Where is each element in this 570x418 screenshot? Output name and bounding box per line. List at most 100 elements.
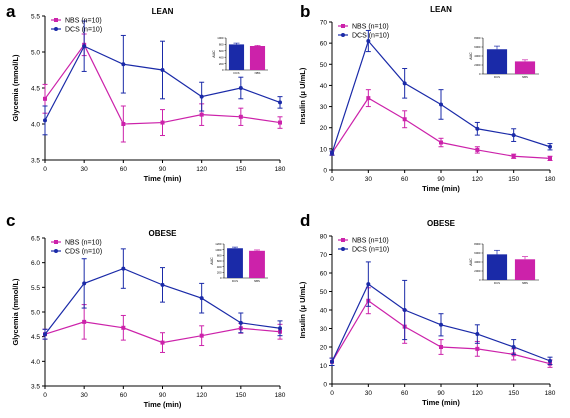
series-dcs <box>329 261 553 366</box>
inset-category-label: DCS <box>494 281 500 285</box>
x-tick-label: 90 <box>437 176 445 183</box>
inset-y-tick-label: 800 <box>217 254 222 258</box>
data-point <box>82 281 87 286</box>
inset-category-label: DCS <box>234 71 240 75</box>
legend-label: DCS (n=10) <box>352 247 389 254</box>
x-tick-label: 60 <box>120 166 128 173</box>
x-tick-label: 30 <box>81 166 89 173</box>
inset-y-tick-label: 2000 <box>474 269 481 273</box>
y-tick-label: 3.5 <box>31 158 40 165</box>
inset-category-label: NBS <box>522 281 528 285</box>
y-tick-label: 30 <box>320 104 328 111</box>
inset-category-label: DCS <box>232 279 238 283</box>
inset-y-label: AUC <box>210 257 214 265</box>
panel-title: LEAN <box>430 5 452 14</box>
inset-bar <box>514 259 536 280</box>
panel-b: b LEAN 0 10 20 30 40 50 60 70 0 30 60 90 120 150 180 Time… <box>298 2 556 193</box>
inset-y-label: AUC <box>469 258 473 266</box>
series-dcs <box>329 29 553 156</box>
data-point <box>43 118 47 123</box>
data-point <box>330 151 334 156</box>
legend-label: NBS (n=10) <box>65 18 102 25</box>
data-point <box>238 114 243 119</box>
data-point <box>366 282 371 287</box>
data-point <box>199 94 204 99</box>
y-tick-label: 80 <box>320 234 328 241</box>
inset-y-label: AUC <box>212 50 216 58</box>
x-tick-label: 90 <box>159 166 167 173</box>
y-tick-label: 5.5 <box>31 285 40 292</box>
x-tick-label: 30 <box>365 176 373 183</box>
legend-marker <box>341 247 345 251</box>
x-tick-label: 0 <box>43 392 47 399</box>
panel-c: c OBESE 3.5 4.0 4.5 5.0 5.5 6.0 6.5 0 30 60 90 120 150… <box>6 211 286 409</box>
inset-y-tick-label: 2000 <box>474 63 481 67</box>
inset-category-label: NBS <box>522 75 528 79</box>
inset-y-tick-label: 0 <box>222 68 224 72</box>
y-tick-label: 0 <box>323 382 327 389</box>
inset-y-tick-label: 200 <box>217 271 222 275</box>
data-point <box>548 358 552 363</box>
x-tick-label: 120 <box>196 392 207 399</box>
y-tick-label: 50 <box>320 289 328 296</box>
data-point <box>160 340 165 345</box>
panel-letter: d <box>300 211 310 230</box>
data-point <box>121 325 126 330</box>
inset-y-tick-label: 8000 <box>474 36 481 40</box>
data-point <box>439 140 443 145</box>
inset-y-tick-label: 6000 <box>474 45 481 49</box>
x-tick-label: 120 <box>196 166 207 173</box>
inset-category-label: NBS <box>254 279 260 283</box>
x-tick-label: 180 <box>275 166 286 173</box>
inset-y-label: AUC <box>469 52 473 60</box>
data-point <box>439 322 443 327</box>
data-point <box>402 117 407 122</box>
data-point <box>43 332 47 337</box>
inset-y-tick-label: 400 <box>217 265 222 269</box>
x-tick-label: 30 <box>81 392 89 399</box>
data-point <box>199 296 204 301</box>
inset-y-tick-label: 600 <box>219 49 224 53</box>
data-point <box>511 154 516 159</box>
y-tick-label: 5.5 <box>31 14 40 21</box>
data-point <box>82 319 87 324</box>
y-axis-label: Insulin (μ U/mL) <box>298 67 307 124</box>
x-tick-label: 30 <box>365 390 373 397</box>
panel-title: OBESE <box>148 229 177 238</box>
data-point <box>366 96 371 101</box>
data-point <box>121 266 126 271</box>
data-point <box>121 62 126 67</box>
y-tick-label: 60 <box>320 271 328 278</box>
series-nbs <box>42 304 283 353</box>
data-point <box>402 308 407 312</box>
data-point <box>475 147 480 152</box>
y-tick-label: 6.0 <box>31 260 40 267</box>
x-tick-label: 180 <box>545 176 556 183</box>
legend-label: NBS (n=10) <box>352 24 389 31</box>
inset-bar <box>228 44 245 70</box>
panel-d: d OBESE 0 10 20 30 40 50 60 70 80 0 30 60 90 120 150 180 T… <box>298 211 556 407</box>
data-point <box>511 133 516 138</box>
inset-bar <box>514 61 536 74</box>
data-point <box>199 112 204 117</box>
data-point <box>121 122 126 126</box>
data-point <box>278 326 282 331</box>
y-tick-label: 4.0 <box>31 122 40 129</box>
inset-y-tick-label: 800 <box>219 43 224 47</box>
data-point <box>475 126 480 131</box>
data-point <box>439 345 443 349</box>
inset-y-tick-label: 1000 <box>215 248 222 252</box>
y-tick-label: 60 <box>320 41 328 48</box>
y-tick-label: 5.0 <box>31 50 40 57</box>
inset-y-tick-label: 4000 <box>474 260 481 264</box>
y-axis-label: Insulin (μ U/mL) <box>298 281 307 338</box>
data-point <box>366 39 371 44</box>
y-tick-label: 3.5 <box>31 384 40 391</box>
data-point <box>160 68 165 72</box>
data-point <box>160 282 165 287</box>
panel-a: a LEAN 3.5 4.0 4.5 5.0 5.5 0 30 60 90 120 150 180 Time… <box>6 2 286 183</box>
x-axis-label: Time (min) <box>422 184 460 193</box>
inset-y-tick-label: 400 <box>219 55 224 59</box>
data-point <box>199 333 204 338</box>
